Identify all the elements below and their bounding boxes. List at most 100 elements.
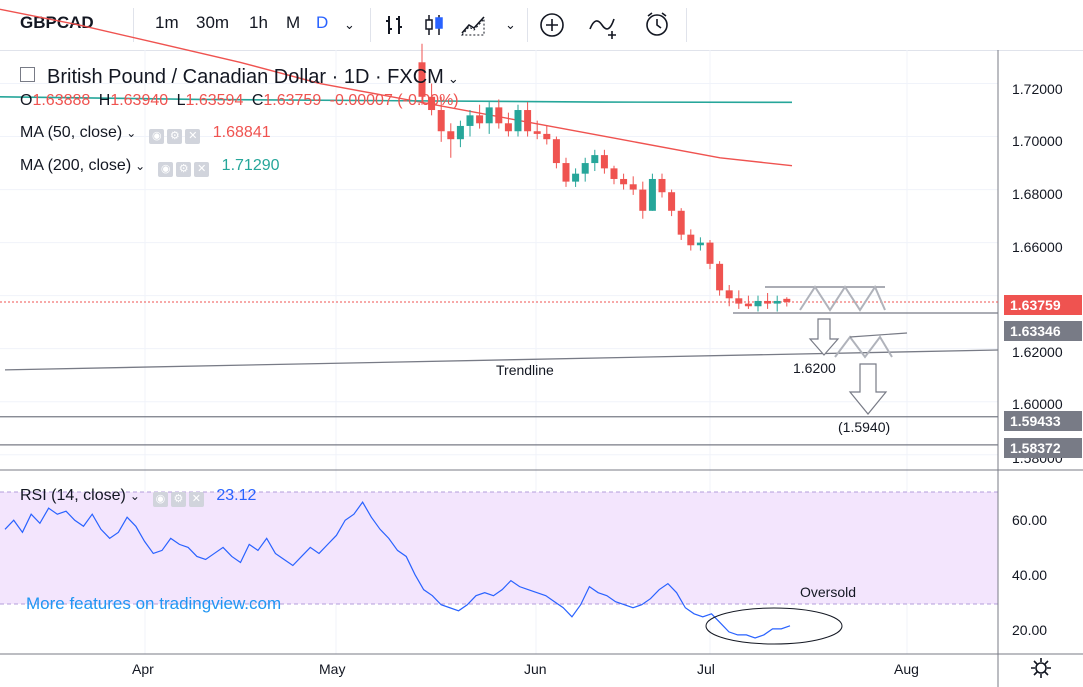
candle[interactable] [677, 208, 685, 240]
rsi-tick-label: 60.00 [1012, 512, 1048, 528]
candle-body [725, 290, 733, 299]
candle[interactable] [456, 120, 464, 148]
candle[interactable] [620, 173, 628, 190]
candle[interactable] [668, 189, 676, 217]
candle[interactable] [428, 83, 436, 116]
gear-icon: ⚙ [176, 162, 192, 177]
close-value: 1.63759 [263, 92, 322, 109]
interval-1h[interactable]: 1h [249, 13, 268, 32]
grid-lines [0, 50, 998, 654]
bar-chart-icon[interactable] [382, 13, 406, 37]
candle[interactable] [591, 149, 599, 172]
candle[interactable] [706, 239, 714, 270]
toolbar-divider [133, 8, 134, 42]
candle[interactable] [658, 173, 666, 198]
trendline[interactable] [4, 349, 999, 371]
close-icon: ✕ [185, 129, 201, 144]
candle[interactable] [466, 110, 474, 137]
candle[interactable] [773, 295, 781, 312]
candle[interactable] [437, 96, 445, 142]
candle-body [687, 234, 695, 246]
chevron-down-icon[interactable]: ⌄ [505, 17, 516, 32]
candle[interactable] [783, 297, 791, 307]
candle[interactable] [581, 157, 589, 182]
down-arrow-icon [808, 318, 840, 356]
candle-body [754, 300, 762, 307]
candle[interactable] [639, 181, 647, 219]
candle-body [620, 178, 628, 185]
candle[interactable] [533, 120, 541, 140]
candle-body [504, 123, 512, 132]
candle[interactable] [629, 176, 637, 195]
area-chart-icon[interactable] [460, 13, 488, 37]
candle[interactable] [562, 157, 570, 187]
ma200-value: 1.71290 [221, 157, 280, 174]
candle-body [572, 173, 580, 182]
interval-1m[interactable]: 1m [155, 13, 179, 32]
candle[interactable] [735, 290, 743, 309]
collapse-legend-icon[interactable] [20, 67, 35, 82]
promo-link[interactable]: More features on tradingview.com [26, 594, 282, 613]
candle[interactable] [495, 99, 503, 129]
target-label-2: (1.5940) [838, 419, 891, 435]
chart-legend-title[interactable]: British Pound / Canadian Dollar · 1D · F… [20, 66, 459, 89]
candle[interactable] [600, 149, 608, 174]
symbol-search[interactable]: GBPCAD [20, 13, 94, 32]
low-value: 1.63594 [185, 92, 244, 109]
down-arrow-icon [848, 363, 888, 415]
candle[interactable] [524, 102, 532, 137]
candle[interactable] [764, 292, 772, 309]
gear-icon: ⚙ [170, 492, 186, 507]
candle[interactable] [754, 295, 762, 312]
candles-icon[interactable] [422, 13, 446, 37]
chevron-down-icon[interactable]: ⌄ [447, 71, 459, 86]
candle[interactable] [504, 112, 512, 137]
chevron-down-icon: ⌄ [126, 126, 137, 140]
candle-body [706, 242, 714, 264]
level-price-tag[interactable]: 1.58372 [1004, 438, 1082, 458]
rsi-label: RSI (14, close) [20, 487, 126, 504]
rsi-line [4, 501, 791, 639]
candle[interactable] [485, 102, 493, 134]
candle[interactable] [572, 168, 580, 187]
candle[interactable] [687, 229, 695, 251]
settings-gear-icon[interactable] [1030, 657, 1052, 679]
level-price-tag[interactable]: 1.63346 [1004, 321, 1082, 341]
candle[interactable] [514, 104, 522, 137]
candle[interactable] [696, 237, 704, 251]
eye-icon: ◉ [152, 492, 168, 507]
last-price-tag[interactable]: 1.63759 [1004, 295, 1082, 315]
alert-icon[interactable] [643, 10, 673, 40]
add-indicator-icon[interactable] [538, 11, 566, 39]
candle[interactable] [543, 125, 551, 145]
rsi-legend[interactable]: RSI (14, close) ⌄ ◉ ⚙ ✕ 23.12 [20, 487, 256, 507]
price-tick-label: 1.66000 [1012, 239, 1063, 255]
candle-body [476, 115, 484, 124]
candle[interactable] [648, 173, 656, 211]
candle-body [524, 110, 532, 132]
trendline-label: Trendline [496, 362, 554, 378]
candle[interactable] [476, 104, 484, 129]
candle[interactable] [552, 136, 560, 169]
interval-day[interactable]: D [316, 13, 329, 32]
candle[interactable] [716, 261, 724, 296]
price-tick-label: 1.62000 [1012, 344, 1063, 360]
chevron-down-icon[interactable]: ⌄ [344, 17, 355, 32]
ma200-legend[interactable]: MA (200, close) ⌄ ◉ ⚙ ✕ 1.71290 [20, 157, 280, 177]
candle[interactable] [725, 285, 733, 307]
ma50-legend[interactable]: MA (50, close) ⌄ ◉ ⚙ ✕ 1.68841 [20, 124, 271, 144]
candle[interactable] [447, 123, 455, 158]
eye-icon: ◉ [158, 162, 174, 177]
rsi-tick-label: 40.00 [1012, 567, 1048, 583]
candle[interactable] [610, 165, 618, 185]
candle[interactable] [744, 295, 752, 309]
candle-body [466, 115, 474, 126]
level-price-tag[interactable]: 1.59433 [1004, 411, 1082, 431]
candle-body [744, 303, 752, 307]
candle[interactable] [418, 43, 426, 105]
compare-icon[interactable] [588, 11, 622, 39]
interval-month[interactable]: M [286, 13, 301, 32]
toolbar-divider [686, 8, 687, 42]
interval-30m[interactable]: 30m [196, 13, 230, 32]
